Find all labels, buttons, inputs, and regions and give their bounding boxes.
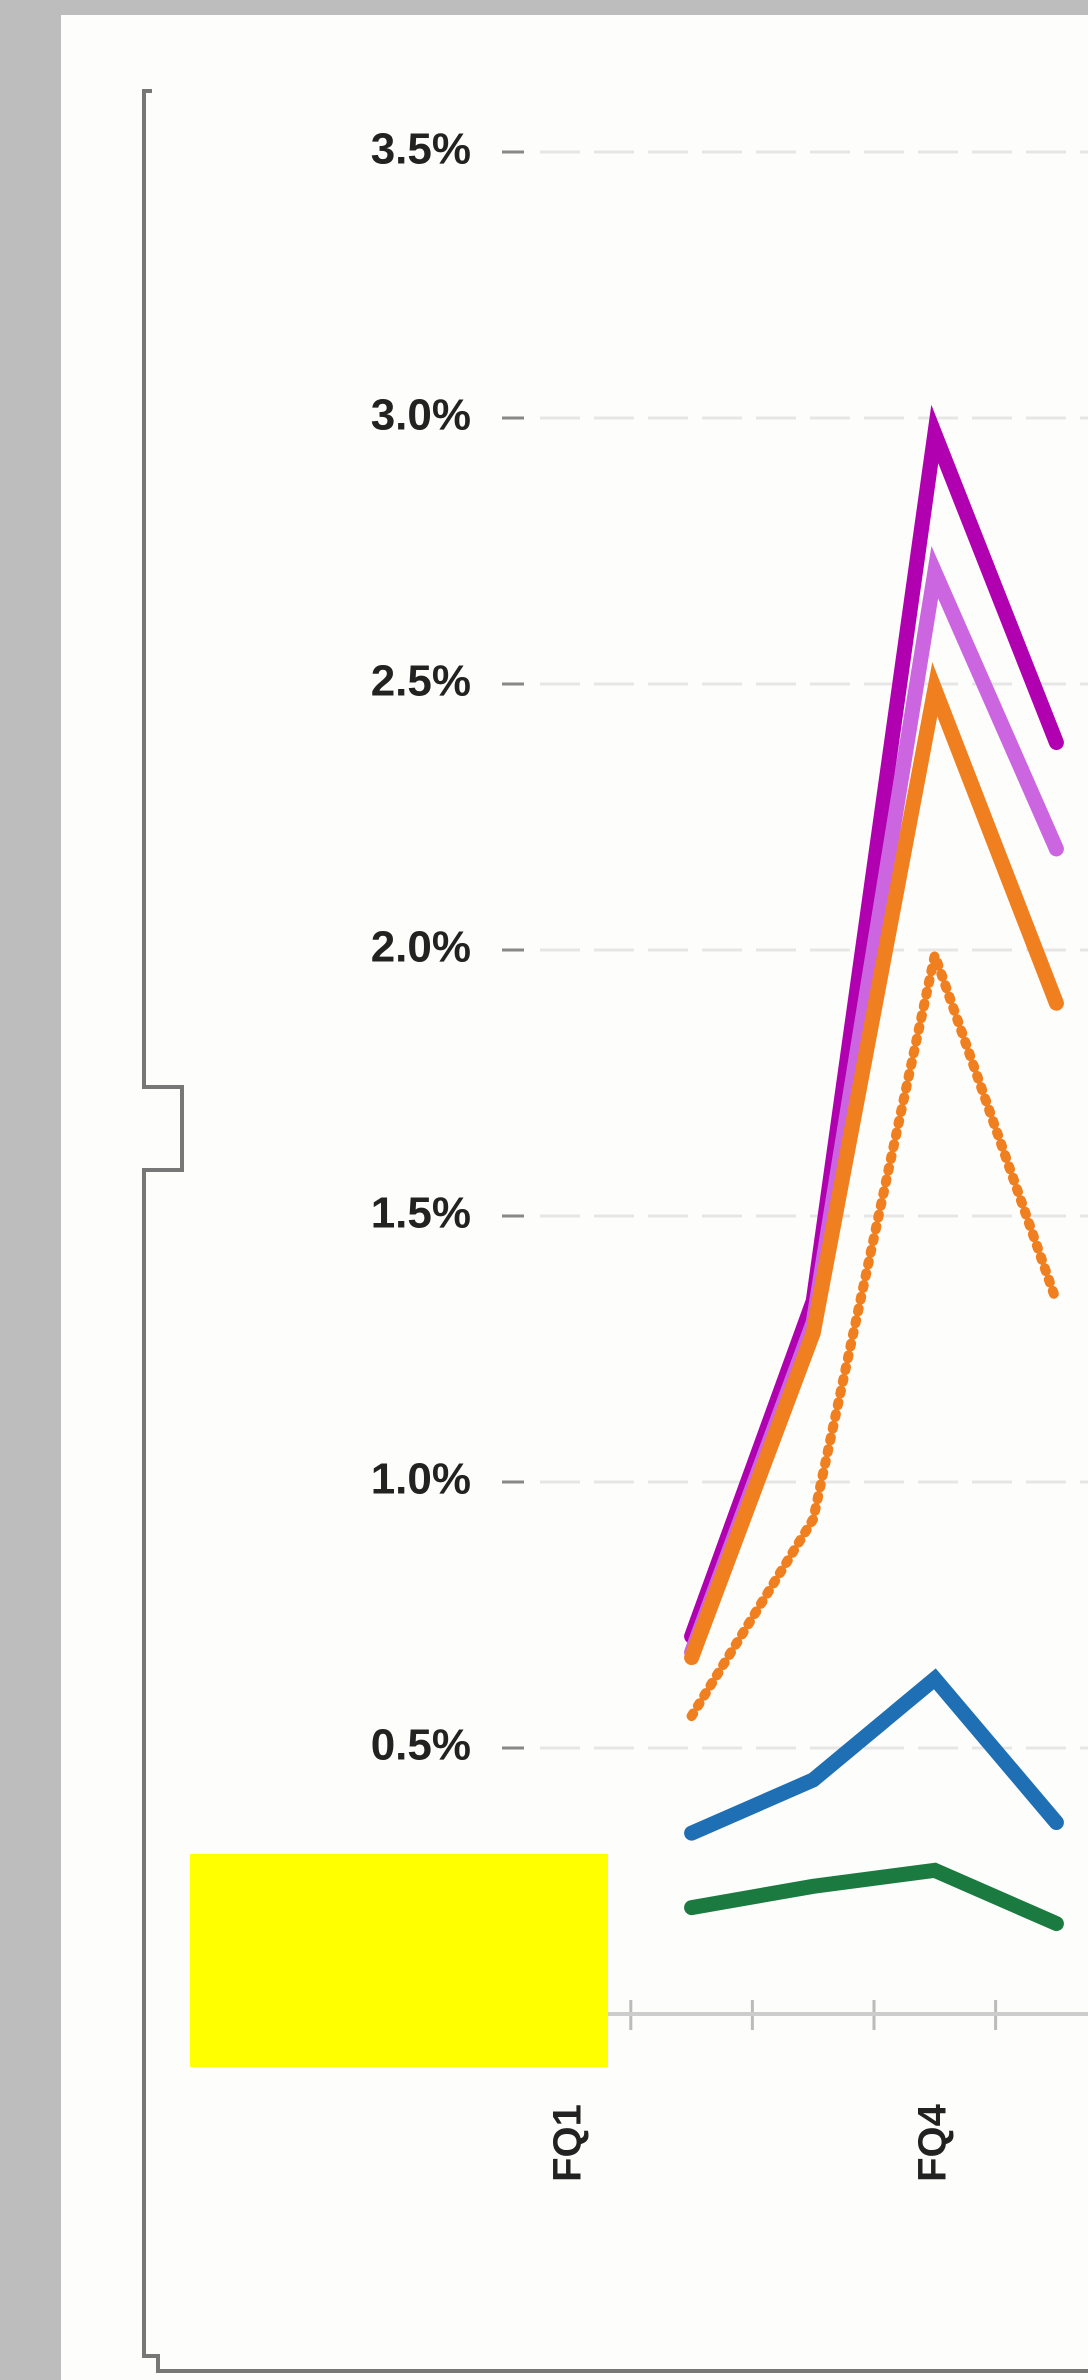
y-tick-label: 2.0% [371,923,471,972]
y-tick-label: 1.0% [371,1455,471,1504]
y-tick-label: 2.5% [371,657,471,706]
y-tick-label: 1.5% [371,1189,471,1238]
highlight [190,1854,608,2067]
y-tick-label: 3.0% [371,391,471,440]
frame-bracket [142,89,1088,2373]
y-tick-label: 0.5% [371,1721,471,1770]
marks [684,404,1064,1932]
grid: 0.5% 1.0% 1.5% 2.0% 2.5% 3.0% 3.5% FQ1 FQ4 [371,125,1088,2182]
x-tick-label: FQ4 [910,2103,954,2182]
x-tick-label: FQ1 [546,2104,590,2182]
y-tick-label: 3.5% [371,125,471,174]
series-line [684,1668,1064,1841]
series-line [684,1862,1064,1932]
series-line [686,936,1062,1722]
series-line [684,662,1064,1666]
